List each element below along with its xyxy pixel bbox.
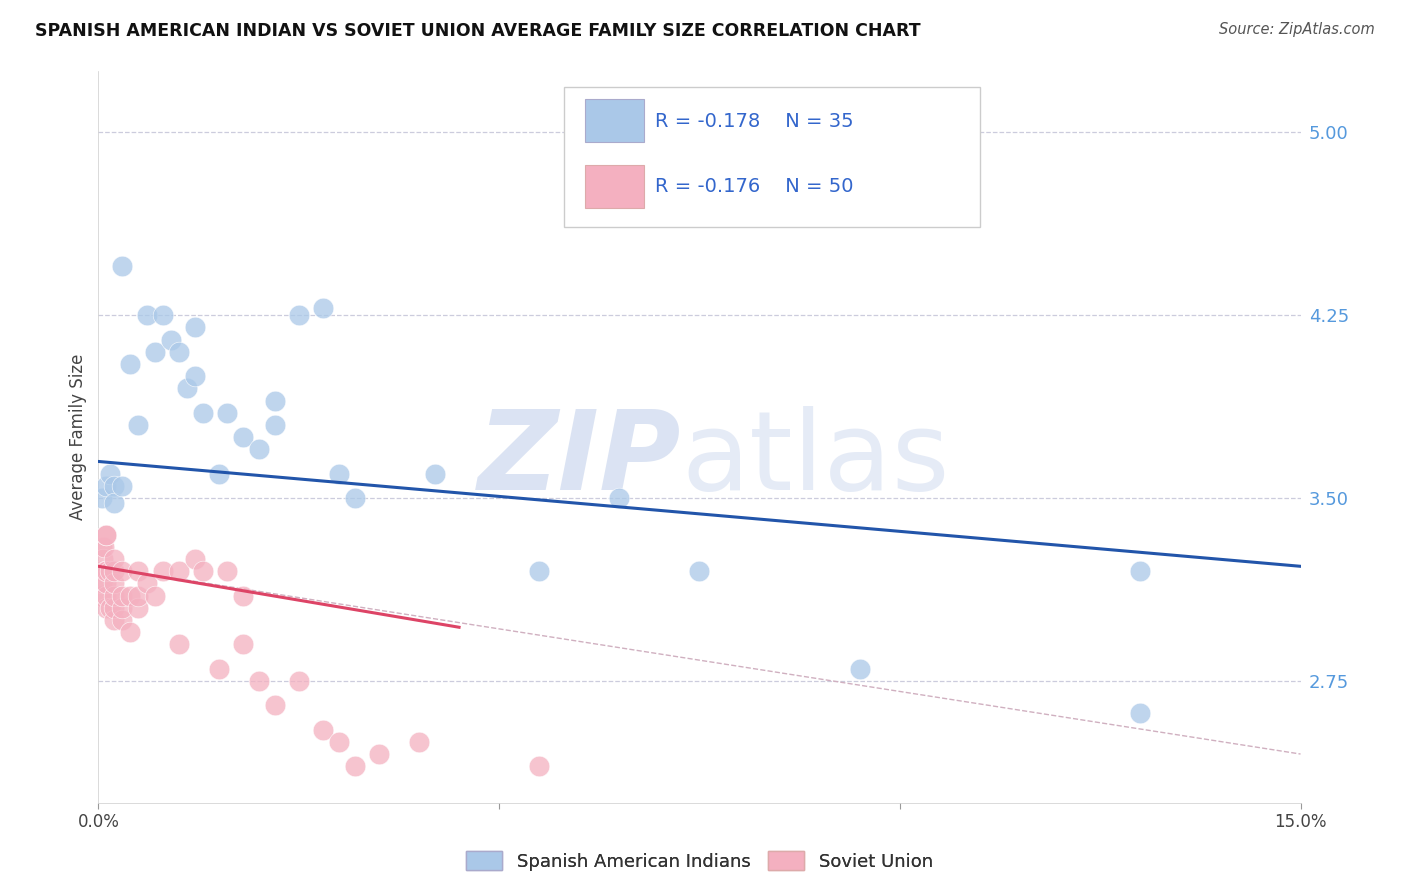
Point bbox=[343, 759, 366, 773]
Point bbox=[215, 406, 238, 420]
Point bbox=[103, 589, 125, 603]
Point bbox=[90, 540, 112, 554]
Point bbox=[111, 600, 134, 615]
Point bbox=[128, 417, 150, 432]
Point bbox=[263, 698, 285, 713]
Point bbox=[167, 637, 190, 651]
Point bbox=[263, 393, 285, 408]
Point bbox=[91, 491, 114, 505]
Point bbox=[1129, 706, 1152, 720]
Point bbox=[167, 344, 190, 359]
Point bbox=[159, 333, 181, 347]
Legend: Spanish American Indians, Soviet Union: Spanish American Indians, Soviet Union bbox=[458, 844, 941, 878]
Point bbox=[232, 589, 254, 603]
Point bbox=[89, 589, 111, 603]
Point bbox=[215, 564, 238, 578]
Point bbox=[328, 735, 350, 749]
Point bbox=[609, 491, 631, 505]
Point bbox=[103, 600, 125, 615]
Point bbox=[208, 662, 231, 676]
Point bbox=[312, 723, 335, 737]
Point bbox=[167, 564, 190, 578]
Point bbox=[128, 589, 150, 603]
Point bbox=[96, 576, 118, 591]
Point bbox=[263, 417, 285, 432]
Point bbox=[288, 308, 311, 322]
Point bbox=[247, 442, 270, 457]
Point bbox=[120, 357, 142, 371]
Point bbox=[96, 479, 118, 493]
Text: R = -0.178    N = 35: R = -0.178 N = 35 bbox=[655, 112, 853, 130]
Point bbox=[232, 430, 254, 444]
Point bbox=[849, 662, 872, 676]
Point bbox=[176, 381, 198, 395]
Point bbox=[103, 496, 125, 510]
Point bbox=[103, 576, 125, 591]
Text: atlas: atlas bbox=[682, 406, 950, 513]
Point bbox=[191, 406, 214, 420]
Point bbox=[688, 564, 710, 578]
Point bbox=[232, 637, 254, 651]
Text: SPANISH AMERICAN INDIAN VS SOVIET UNION AVERAGE FAMILY SIZE CORRELATION CHART: SPANISH AMERICAN INDIAN VS SOVIET UNION … bbox=[35, 22, 921, 40]
Point bbox=[103, 613, 125, 627]
Point bbox=[408, 735, 430, 749]
Point bbox=[111, 479, 134, 493]
Point bbox=[183, 369, 205, 384]
Text: Source: ZipAtlas.com: Source: ZipAtlas.com bbox=[1219, 22, 1375, 37]
Point bbox=[183, 320, 205, 334]
Point bbox=[312, 301, 335, 315]
Point bbox=[423, 467, 446, 481]
Point bbox=[96, 589, 118, 603]
Point bbox=[111, 589, 134, 603]
Point bbox=[94, 527, 117, 541]
Point bbox=[93, 540, 115, 554]
Point bbox=[247, 673, 270, 688]
Point bbox=[94, 564, 117, 578]
Point bbox=[100, 600, 122, 615]
Point bbox=[91, 552, 114, 566]
Point bbox=[91, 576, 114, 591]
Point bbox=[128, 564, 150, 578]
Point bbox=[135, 308, 157, 322]
Point bbox=[152, 564, 174, 578]
Point bbox=[103, 479, 125, 493]
Point bbox=[100, 564, 122, 578]
Point bbox=[128, 600, 150, 615]
Point bbox=[103, 552, 125, 566]
Point bbox=[143, 344, 166, 359]
Point bbox=[1129, 564, 1152, 578]
Point bbox=[208, 467, 231, 481]
Point bbox=[328, 467, 350, 481]
Point bbox=[183, 552, 205, 566]
Point bbox=[90, 564, 112, 578]
Point bbox=[111, 564, 134, 578]
Point bbox=[96, 564, 118, 578]
FancyBboxPatch shape bbox=[585, 165, 644, 208]
Y-axis label: Average Family Size: Average Family Size bbox=[69, 354, 87, 520]
FancyBboxPatch shape bbox=[564, 87, 980, 227]
Point bbox=[529, 564, 551, 578]
Text: R = -0.176    N = 50: R = -0.176 N = 50 bbox=[655, 178, 853, 196]
Point bbox=[111, 613, 134, 627]
Point bbox=[143, 589, 166, 603]
Point bbox=[111, 260, 134, 274]
Point bbox=[120, 589, 142, 603]
Point bbox=[343, 491, 366, 505]
Point bbox=[368, 747, 391, 761]
Point bbox=[288, 673, 311, 688]
Point bbox=[100, 467, 122, 481]
Point bbox=[103, 564, 125, 578]
Point bbox=[96, 527, 118, 541]
Point bbox=[152, 308, 174, 322]
FancyBboxPatch shape bbox=[585, 99, 644, 143]
Text: ZIP: ZIP bbox=[478, 406, 682, 513]
Point bbox=[120, 625, 142, 640]
Point bbox=[96, 600, 118, 615]
Point bbox=[135, 576, 157, 591]
Point bbox=[191, 564, 214, 578]
Point bbox=[529, 759, 551, 773]
